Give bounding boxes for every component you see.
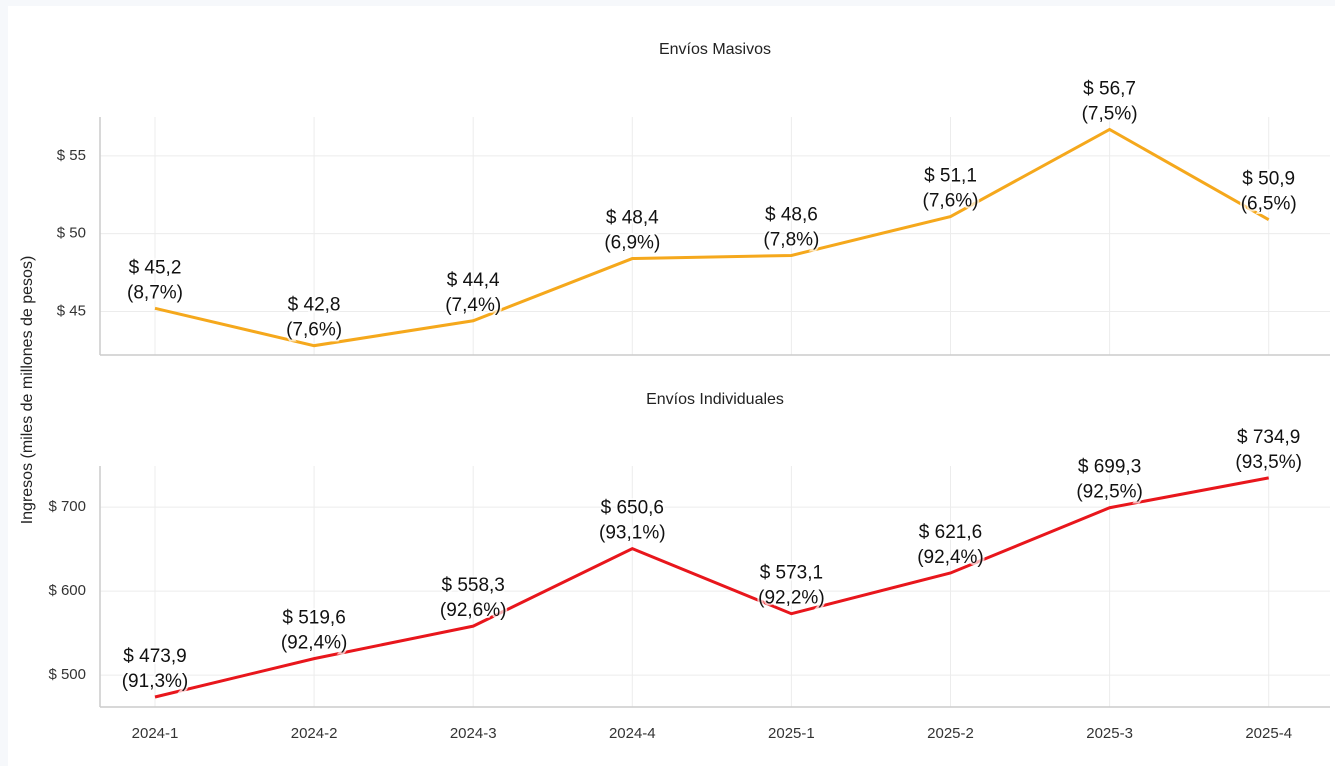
data-label: $ 45,2	[129, 257, 182, 278]
x-tick-label: 2025-1	[768, 725, 815, 742]
data-label: $ 48,6	[765, 204, 818, 225]
data-label: $ 573,1	[760, 563, 823, 584]
data-label: (92,4%)	[917, 547, 984, 568]
x-tick-label: 2025-2	[927, 725, 974, 742]
data-label: $ 650,6	[601, 498, 664, 519]
data-label: (6,5%)	[1241, 194, 1297, 215]
y-tick-label: $ 45	[57, 302, 86, 319]
data-label: (91,3%)	[122, 671, 189, 692]
data-label: $ 42,8	[288, 295, 341, 316]
data-label: (8,7%)	[127, 282, 183, 303]
data-label: (92,6%)	[440, 600, 507, 621]
x-tick-label: 2025-3	[1086, 725, 1133, 742]
data-label: $ 699,3	[1078, 457, 1141, 478]
data-label: $ 473,9	[123, 646, 186, 667]
y-axis-label: Ingresos (miles de millones de pesos)	[19, 256, 36, 525]
data-label: (7,8%)	[763, 229, 819, 250]
data-label: (93,1%)	[599, 523, 666, 544]
y-tick-label: $ 600	[48, 582, 86, 599]
data-label: $ 51,1	[924, 166, 977, 187]
x-tick-label: 2024-2	[291, 725, 338, 742]
x-tick-label: 2025-4	[1245, 725, 1292, 742]
y-tick-label: $ 55	[57, 147, 86, 164]
line	[154, 476, 1269, 699]
x-tick-label: 2024-1	[132, 725, 179, 742]
chart-title: Envíos Masivos	[659, 41, 771, 58]
y-tick-label: $ 500	[48, 666, 86, 683]
x-tick-label: 2024-3	[450, 725, 497, 742]
data-label: $ 734,9	[1237, 427, 1300, 448]
data-label: (7,4%)	[445, 295, 501, 316]
x-tick-label: 2024-4	[609, 725, 656, 742]
data-label: $ 48,4	[606, 208, 659, 229]
data-label: $ 558,3	[441, 575, 504, 596]
y-tick-label: $ 700	[48, 498, 86, 515]
data-label: $ 50,9	[1242, 169, 1295, 190]
data-label: $ 519,6	[282, 608, 345, 629]
data-label: (93,5%)	[1235, 452, 1302, 473]
data-label: (7,5%)	[1082, 103, 1138, 124]
data-label: (7,6%)	[286, 320, 342, 341]
data-label: $ 44,4	[447, 270, 500, 291]
data-label: (92,4%)	[281, 633, 348, 654]
data-label: (92,2%)	[758, 588, 825, 609]
line	[154, 127, 1270, 348]
data-label: (6,9%)	[604, 233, 660, 254]
data-label: $ 56,7	[1083, 78, 1136, 99]
data-label: (92,5%)	[1076, 482, 1143, 503]
data-label: $ 621,6	[919, 522, 982, 543]
data-label: (7,6%)	[923, 191, 979, 212]
chart-title: Envíos Individuales	[646, 391, 784, 408]
y-tick-label: $ 50	[57, 225, 86, 242]
